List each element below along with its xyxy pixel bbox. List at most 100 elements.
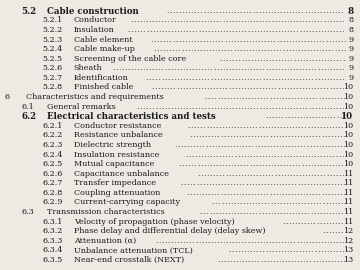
Text: .: . (301, 170, 304, 178)
Text: .: . (267, 198, 269, 207)
Text: .: . (248, 198, 251, 207)
Text: .: . (298, 122, 300, 130)
Text: .: . (336, 237, 338, 245)
Text: .: . (337, 35, 339, 43)
Text: .: . (249, 7, 251, 15)
Text: .: . (341, 160, 343, 168)
Text: .: . (300, 198, 303, 207)
Text: .: . (274, 16, 276, 24)
Text: .: . (263, 93, 265, 101)
Text: .: . (337, 208, 340, 216)
Text: .: . (212, 83, 215, 92)
Text: 5.2: 5.2 (22, 7, 37, 16)
Text: .: . (244, 55, 246, 63)
Text: .: . (230, 35, 232, 43)
Text: .: . (330, 256, 333, 264)
Text: .: . (323, 170, 325, 178)
Text: .: . (239, 45, 241, 53)
Text: .: . (188, 122, 190, 130)
Text: .: . (339, 55, 341, 63)
Text: .: . (257, 198, 260, 207)
Text: .: . (279, 198, 282, 207)
Text: .: . (301, 160, 303, 168)
Text: .: . (209, 7, 211, 15)
Text: .: . (323, 55, 326, 63)
Text: .: . (182, 74, 185, 82)
Text: .: . (305, 246, 307, 254)
Text: .: . (159, 35, 162, 43)
Text: .: . (143, 26, 145, 34)
Text: .: . (261, 160, 264, 168)
Text: .: . (222, 16, 224, 24)
Text: .: . (231, 74, 234, 82)
Text: .: . (216, 170, 218, 178)
Text: .: . (308, 55, 311, 63)
Text: .: . (310, 198, 312, 207)
Text: .: . (294, 45, 296, 53)
Text: .: . (168, 45, 171, 53)
Text: .: . (341, 170, 343, 178)
Text: .: . (237, 122, 239, 130)
Text: .: . (231, 237, 234, 245)
Text: .: . (176, 74, 179, 82)
Text: .: . (164, 74, 166, 82)
Text: .: . (318, 93, 320, 101)
Text: .: . (272, 141, 275, 149)
Text: .: . (164, 16, 166, 24)
Text: .: . (319, 7, 321, 15)
Text: .: . (270, 160, 273, 168)
Text: 5.2.7: 5.2.7 (42, 74, 63, 82)
Text: .: . (277, 170, 279, 178)
Text: .: . (176, 83, 178, 92)
Text: .: . (299, 26, 301, 34)
Text: .: . (214, 131, 216, 139)
Text: .: . (329, 74, 332, 82)
Text: .: . (222, 55, 225, 63)
Text: .: . (325, 208, 328, 216)
Text: .: . (282, 7, 285, 15)
Text: .: . (255, 35, 257, 43)
Text: .: . (311, 16, 313, 24)
Text: .: . (229, 131, 231, 139)
Text: .: . (276, 208, 279, 216)
Text: .: . (202, 141, 204, 149)
Text: .: . (304, 151, 307, 158)
Text: .: . (237, 151, 239, 158)
Text: .: . (291, 218, 294, 226)
Text: .: . (329, 237, 332, 245)
Text: .: . (264, 160, 266, 168)
Text: .: . (218, 198, 220, 207)
Text: .: . (291, 198, 294, 207)
Text: .: . (338, 64, 341, 72)
Text: .: . (292, 7, 294, 15)
Text: .: . (276, 7, 279, 15)
Text: .: . (213, 26, 216, 34)
Text: .: . (320, 26, 323, 34)
Text: .: . (312, 189, 314, 197)
Text: .: . (253, 74, 255, 82)
Text: .: . (217, 179, 220, 187)
Text: .: . (296, 237, 298, 245)
Text: .: . (225, 74, 228, 82)
Text: .: . (328, 218, 330, 226)
Text: Identification: Identification (74, 74, 129, 82)
Text: .: . (293, 141, 296, 149)
Text: .: . (202, 189, 204, 197)
Text: .: . (266, 131, 268, 139)
Text: 11: 11 (343, 198, 354, 207)
Text: .: . (267, 160, 270, 168)
Text: .: . (152, 64, 154, 72)
Text: .: . (339, 237, 341, 245)
Text: .: . (328, 122, 330, 130)
Text: .: . (267, 151, 270, 158)
Text: .: . (242, 256, 244, 264)
Text: .: . (211, 45, 214, 53)
Text: .: . (309, 131, 311, 139)
Text: .: . (281, 189, 283, 197)
Text: .: . (295, 83, 297, 92)
Text: .: . (288, 179, 290, 187)
Text: .: . (336, 256, 339, 264)
Text: .: . (217, 131, 219, 139)
Text: .: . (325, 35, 327, 43)
Text: .: . (278, 26, 280, 34)
